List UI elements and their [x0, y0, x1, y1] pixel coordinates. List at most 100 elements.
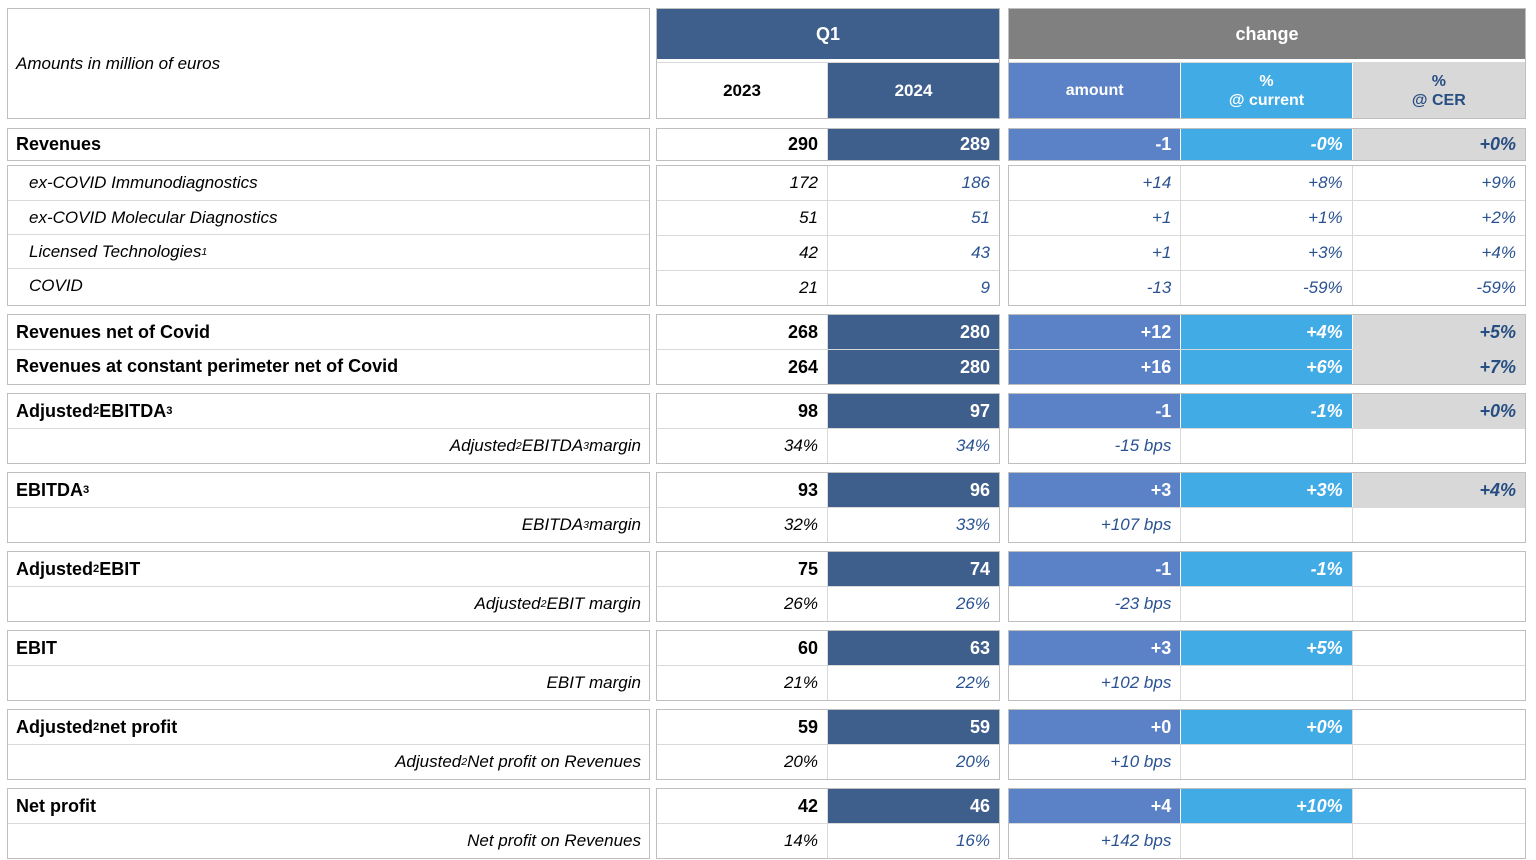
- cell-2024: 9: [827, 271, 999, 305]
- cell-change-pct-cer: +4%: [1351, 236, 1525, 270]
- row-block: Adjusted 2 EBITDA 3 Adjusted 2 EBITDA 3 mar…: [7, 393, 1526, 464]
- cell-2024: 63: [827, 631, 999, 665]
- column-header-2023: 2023: [723, 81, 761, 100]
- row-label: Adjusted 2 Net profit on Revenues: [8, 744, 649, 778]
- row-label: Adjusted 2 EBIT margin: [8, 586, 649, 620]
- cell-2024: 74: [827, 552, 999, 586]
- pct-current-line2: @ current: [1228, 91, 1305, 109]
- cell-change-amount: +10 bps: [1110, 752, 1172, 771]
- cell-change-pct-cer: [1351, 552, 1525, 586]
- row-label: COVID: [8, 268, 649, 302]
- q1-values-row: 290 289: [657, 129, 999, 160]
- cell-change-amount: -1: [1009, 129, 1181, 160]
- q1-values-row: 60 63: [657, 631, 999, 665]
- cell-change-amount: -1: [1009, 552, 1181, 586]
- q1-column-group: 60 63 21% 22%: [656, 630, 1000, 701]
- q1-values-row: 42 43: [657, 235, 999, 270]
- cell-change-amount: +102 bps: [1100, 673, 1172, 692]
- q1-column-group: 290 289: [656, 128, 1000, 161]
- cell-change-pct-current: +8%: [1180, 166, 1351, 200]
- cell-change-amount: +0: [1009, 710, 1181, 744]
- row-label: Adjusted 2 EBITDA 3 margin: [8, 428, 649, 462]
- label-column: EBITDA 3 EBITDA 3 margin: [7, 472, 650, 543]
- cell-change-amount: +1: [1151, 243, 1172, 262]
- cell-change-amount: -15 bps: [1114, 436, 1172, 455]
- row-label: Net profit on Revenues: [8, 823, 649, 857]
- q1-column-group: 93 96 32% 33%: [656, 472, 1000, 543]
- cell-2024: 33%: [827, 508, 999, 542]
- cell-2024: 46: [827, 789, 999, 823]
- cell-change-pct-cer: +9%: [1351, 166, 1525, 200]
- cell-change-amount: +14: [1142, 173, 1172, 192]
- change-values-row: -23 bps: [1009, 586, 1525, 621]
- q1-column-group: 75 74 26% 26%: [656, 551, 1000, 622]
- cell-change-amount: +107 bps: [1100, 515, 1172, 534]
- cell-change-amount: +142 bps: [1100, 831, 1172, 850]
- cell-change-pct-current: -59%: [1180, 271, 1351, 305]
- label-column: Revenues net of Covid Revenues at constan…: [7, 314, 650, 385]
- cell-2024: 16%: [827, 824, 999, 858]
- cell-change-pct-current: +4%: [1180, 315, 1352, 349]
- change-subheader: amount % @ current % @ CER: [1009, 62, 1525, 118]
- change-values-row: +3 +3% +4%: [1009, 473, 1525, 507]
- change-values-row: -1 -1% +0%: [1009, 394, 1525, 428]
- cell-change-amount: -1: [1009, 394, 1181, 428]
- cell-change-amount: +12: [1009, 315, 1181, 349]
- cell-change-pct-cer: [1351, 745, 1525, 779]
- row-block: EBIT EBIT margin 60 63 21% 22% +3 +5% +102 bps: [7, 630, 1526, 701]
- cell-change-pct-current: +3%: [1180, 473, 1352, 507]
- cell-2023: 42: [799, 243, 818, 262]
- q1-values-row: 21% 22%: [657, 665, 999, 700]
- cell-change-pct-cer: -59%: [1351, 271, 1525, 305]
- cell-change-amount: +4: [1009, 789, 1181, 823]
- cell-change-pct-cer: [1351, 789, 1525, 823]
- cell-change-pct-cer: +7%: [1351, 350, 1525, 384]
- label-column: ex-COVID Immunodiagnostics ex-COVID Molec…: [7, 165, 650, 306]
- row-label: EBITDA 3: [16, 479, 90, 500]
- cell-change-pct-current: -0%: [1180, 129, 1352, 160]
- change-values-row: +1 +3% +4%: [1009, 235, 1525, 270]
- cell-2023: 75: [797, 558, 818, 579]
- cell-2023: 34%: [783, 436, 818, 455]
- cell-2023: 98: [797, 400, 818, 421]
- change-values-row: -15 bps: [1009, 428, 1525, 463]
- q1-column-group: 172 186 51 51 42 43 21 9: [656, 165, 1000, 306]
- cell-2023: 264: [787, 356, 818, 377]
- table-body: Revenues 290 289 -1 -0% +0% ex-COVID Immunodia…: [7, 128, 1526, 859]
- pct-cer-line1: %: [1431, 72, 1446, 90]
- change-column-group: +3 +5% +102 bps: [1008, 630, 1526, 701]
- cell-change-pct-cer: +4%: [1351, 473, 1525, 507]
- cell-change-pct-current: [1180, 429, 1351, 463]
- change-column-group: +12 +4% +5% +16 +6% +7%: [1008, 314, 1526, 385]
- cell-change-pct-current: [1180, 666, 1351, 700]
- row-block: Revenues net of Covid Revenues at constan…: [7, 314, 1526, 385]
- row-block: Net profit Net profit on Revenues 42 46 14% 1…: [7, 788, 1526, 859]
- label-column: Revenues: [7, 128, 650, 161]
- q1-values-row: 75 74: [657, 552, 999, 586]
- pct-current-line1: %: [1259, 72, 1274, 90]
- q1-values-row: 26% 26%: [657, 586, 999, 621]
- q1-values-row: 14% 16%: [657, 823, 999, 858]
- cell-2023: 290: [787, 134, 818, 154]
- q1-values-row: 42 46: [657, 789, 999, 823]
- row-block: ex-COVID Immunodiagnostics ex-COVID Molec…: [7, 165, 1526, 306]
- cell-2023: 26%: [783, 594, 818, 613]
- row-block: Adjusted 2 EBIT Adjusted 2 EBIT margin 75 74…: [7, 551, 1526, 622]
- cell-2023: 21: [799, 278, 818, 297]
- q1-subheader: 2023 2024: [657, 62, 999, 118]
- cell-2023: 42: [797, 795, 818, 816]
- q1-values-row: 59 59: [657, 710, 999, 744]
- row-label: Adjusted 2 EBIT: [16, 558, 141, 579]
- cell-2024: 280: [827, 350, 999, 384]
- label-column: Adjusted 2 net profit Adjusted 2 Net profi…: [7, 709, 650, 780]
- q1-values-row: 51 51: [657, 200, 999, 235]
- cell-2024: 97: [827, 394, 999, 428]
- change-column-group-header: change amount % @ current % @ CER: [1008, 8, 1526, 119]
- units-note: Amounts in million of euros: [7, 8, 650, 119]
- cell-change-pct-cer: +0%: [1351, 394, 1525, 428]
- cell-change-pct-cer: [1351, 666, 1525, 700]
- table-header: Amounts in million of euros Q1 2023 2024…: [7, 8, 1526, 119]
- pct-cer-line2: @ CER: [1411, 91, 1466, 109]
- q1-column-group-header: Q1 2023 2024: [656, 8, 1000, 119]
- cell-change-pct-cer: +5%: [1351, 315, 1525, 349]
